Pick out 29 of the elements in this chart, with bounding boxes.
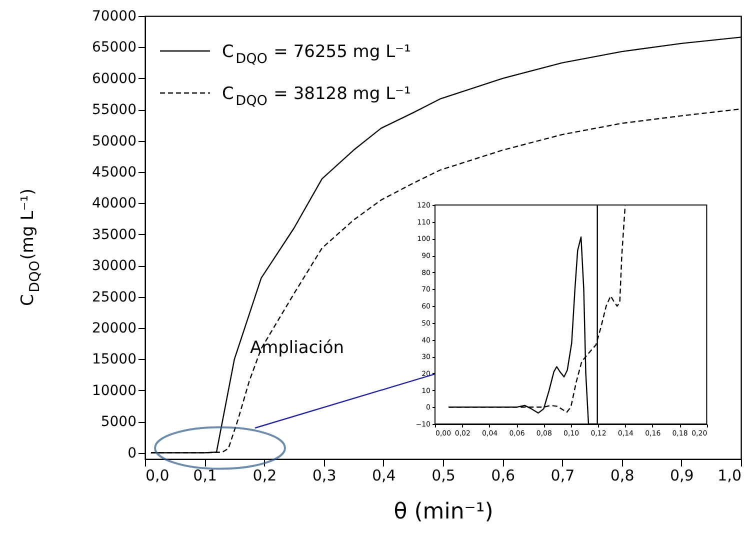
y-tick-label: 55000 [92,102,136,118]
y-tick-label: 25000 [92,289,136,306]
y-tick-label: 40000 [92,196,136,212]
y-tick-label: 10000 [92,382,136,399]
y-axis-title: CDQO(mg L⁻¹) [18,188,43,306]
x-tick-label: 0,2 [252,466,277,484]
y-tick-label: 65000 [92,40,136,56]
x-tick-label: 1,0 [718,466,742,484]
y-tick-label: 20000 [92,320,136,336]
x-tick-label: 0,9 [670,466,694,484]
x-tick-label: 0,6 [491,466,516,484]
y-tick-label: 45000 [92,164,136,180]
y-tick-label: 35000 [92,226,136,243]
y-tick-label: 70000 [92,8,136,24]
x-tick-label: 0,7 [550,466,575,484]
x-tick-label: 0,8 [610,466,634,484]
annotation: Ampliación [250,338,344,358]
y-tick-label: 5000 [100,414,136,430]
y-tick-label: 15000 [92,352,136,368]
y-tick-label: 60000 [92,70,136,87]
x-tick-label: 0,4 [372,466,396,484]
x-axis-title: θ (min⁻¹) [394,500,494,524]
x-tick-label: 0,3 [312,466,336,484]
y-tick-label: 50000 [92,133,136,150]
y-tick-label: 30000 [92,258,136,274]
x-tick-label: 0,5 [432,466,456,484]
x-tick-label: 0,1 [193,466,218,484]
y-tick-label: 0 [128,445,136,462]
x-tick-label: 0,0 [146,466,170,484]
